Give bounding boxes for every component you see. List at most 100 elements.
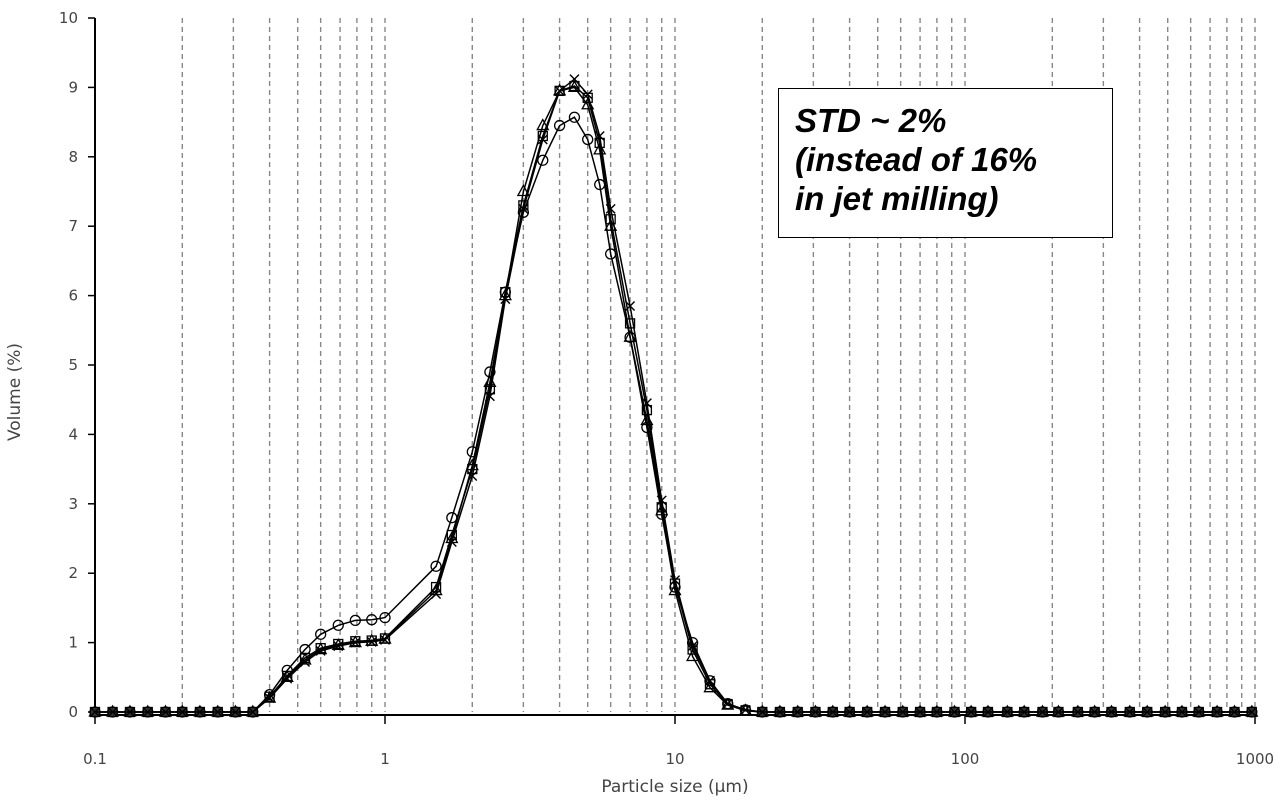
x-tick-label: 100 — [951, 750, 980, 768]
data-point — [568, 111, 581, 123]
data-point — [844, 707, 855, 717]
data-point — [605, 203, 616, 214]
data-point — [350, 636, 361, 647]
data-point — [1160, 707, 1171, 717]
data-point — [518, 203, 529, 214]
data-point — [827, 707, 838, 717]
data-point — [1212, 707, 1223, 717]
y-axis-title: Volume (%) — [5, 343, 25, 441]
data-point — [569, 74, 580, 85]
data-point — [740, 704, 751, 715]
data-point — [124, 707, 135, 717]
data-point — [262, 690, 277, 703]
data-point — [641, 398, 652, 409]
data-point — [880, 707, 891, 717]
data-point — [722, 699, 733, 710]
series — [88, 74, 1259, 718]
annotation-line-2: (instead of 16% — [795, 141, 1038, 178]
data-point — [315, 645, 326, 656]
data-point — [949, 707, 960, 717]
data-point — [315, 628, 327, 640]
data-point — [380, 634, 390, 645]
y-tick-label: 2 — [68, 564, 78, 582]
y-tick-label: 7 — [68, 217, 78, 235]
data-point — [582, 133, 594, 146]
x-tick-label: 1 — [380, 750, 390, 768]
data-point — [605, 214, 616, 225]
data-point — [212, 707, 223, 717]
data-point — [446, 536, 457, 547]
data-point — [282, 670, 293, 682]
data-point — [333, 638, 344, 650]
data-point — [332, 619, 344, 631]
data-point — [862, 707, 873, 717]
data-point — [757, 707, 768, 717]
data-point — [536, 118, 550, 131]
data-point — [300, 657, 311, 668]
y-tick-label: 3 — [68, 495, 78, 513]
data-point — [366, 614, 378, 626]
data-point — [1037, 707, 1048, 717]
data-point — [1053, 707, 1064, 717]
y-tick-label: 0 — [68, 703, 78, 721]
data-point — [582, 89, 593, 100]
data-point — [90, 707, 100, 717]
series-cross — [90, 74, 1257, 717]
y-tick-label: 10 — [59, 9, 78, 27]
data-point — [230, 707, 241, 717]
data-point — [379, 611, 391, 624]
data-point — [897, 707, 908, 717]
data-point — [931, 707, 942, 717]
y-tick-label: 8 — [68, 148, 78, 166]
data-point — [670, 575, 680, 586]
data-point — [431, 589, 442, 600]
data-point — [467, 471, 478, 482]
data-point — [349, 614, 361, 627]
data-point — [774, 707, 785, 717]
data-point — [315, 643, 326, 654]
data-point — [177, 707, 188, 717]
annotation-line-1: STD ~ 2% — [795, 102, 947, 139]
data-point — [554, 85, 565, 97]
data-point — [484, 391, 495, 402]
data-point — [142, 707, 153, 717]
grid-lines — [181, 18, 1256, 712]
data-point — [264, 693, 275, 704]
data-point — [379, 633, 391, 644]
y-tick-label: 4 — [68, 425, 78, 443]
data-point — [1193, 707, 1204, 717]
data-point — [366, 636, 377, 647]
data-point — [1229, 707, 1240, 717]
y-tick-label: 6 — [68, 287, 78, 305]
annotation-line-3: in jet milling) — [795, 180, 999, 217]
x-tick-label: 0.1 — [83, 750, 107, 768]
x-tick-label: 10 — [665, 750, 684, 768]
data-point — [160, 707, 171, 717]
data-point — [722, 698, 733, 709]
data-point — [1019, 707, 1030, 717]
data-point — [1142, 707, 1153, 717]
data-point — [537, 134, 548, 145]
data-point — [247, 707, 258, 717]
data-point — [553, 119, 566, 132]
x-axis-ticks: 0.1 1 10 100 1000 — [83, 715, 1274, 768]
x-axis-title: Particle size (µm) — [601, 777, 748, 797]
data-point — [264, 691, 275, 702]
data-point — [792, 707, 803, 717]
data-point — [107, 707, 118, 717]
x-tick-label: 1000 — [1236, 750, 1274, 768]
data-point — [704, 675, 715, 686]
y-tick-label: 5 — [68, 356, 78, 374]
annotation-box: STD ~ 2% (instead of 16% in jet milling) — [778, 88, 1113, 238]
data-point — [1072, 707, 1083, 717]
data-point — [430, 560, 442, 572]
data-point — [655, 503, 669, 516]
data-point — [1106, 707, 1117, 717]
data-point — [810, 707, 821, 717]
data-point — [966, 707, 977, 717]
data-point — [594, 130, 605, 141]
data-point — [500, 294, 511, 305]
data-point — [1124, 707, 1135, 717]
data-point — [194, 707, 205, 717]
data-point — [625, 301, 636, 312]
